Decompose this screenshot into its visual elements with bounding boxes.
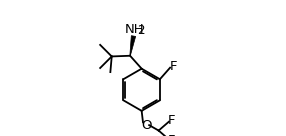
Polygon shape xyxy=(130,36,136,56)
Text: F: F xyxy=(170,60,177,73)
Text: F: F xyxy=(168,114,176,127)
Text: NH: NH xyxy=(124,23,144,36)
Text: 2: 2 xyxy=(138,24,145,37)
Text: O: O xyxy=(141,119,152,132)
Text: F: F xyxy=(168,134,176,136)
